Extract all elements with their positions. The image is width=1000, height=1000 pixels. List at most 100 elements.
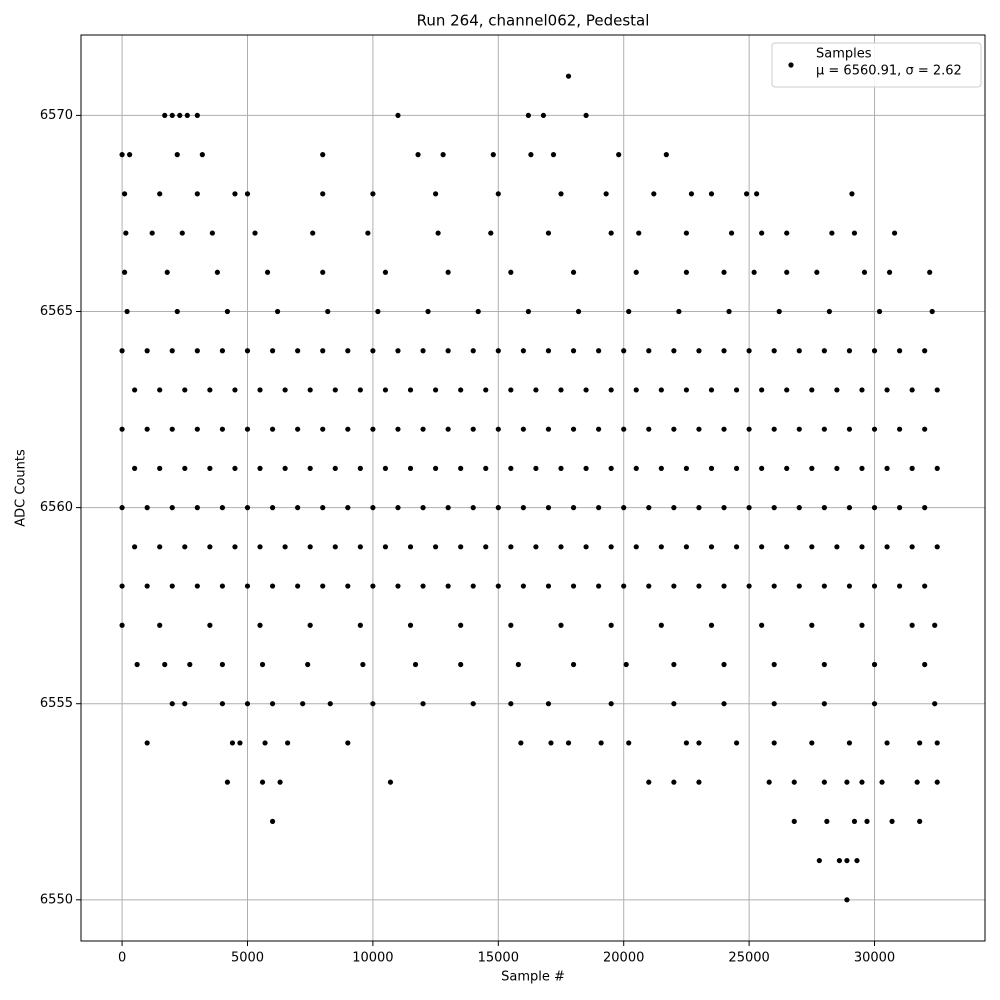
data-point [733,387,740,393]
data-point [633,269,639,275]
data-point [821,583,827,589]
data-point [545,505,552,511]
data-point [495,505,501,511]
data-point [432,387,439,393]
data-point [796,583,802,589]
data-point [886,269,893,275]
data-point [285,740,291,746]
data-point [861,269,868,275]
data-point [633,387,639,393]
data-point [596,505,602,511]
data-point [683,544,690,550]
data-point [708,465,715,471]
data-point [884,740,890,746]
data-point [871,701,878,707]
data-point [458,622,464,628]
data-point [508,387,514,393]
data-point [320,269,326,275]
data-point [508,622,514,628]
data-point [771,701,777,707]
data-point [470,505,476,511]
data-point [420,348,426,354]
data-point [277,779,283,785]
data-point [528,152,534,158]
data-point [671,348,677,354]
data-point [357,465,363,471]
data-point [259,661,266,668]
data-point [728,230,735,236]
data-point [127,152,133,158]
data-point [646,348,652,354]
data-point [533,387,539,393]
data-point [432,544,439,550]
data-point [295,583,301,589]
data-point [884,465,890,471]
data-point [545,701,552,707]
data-point [816,857,822,864]
data-point [696,426,702,432]
data-point [821,779,827,785]
data-point [307,544,313,550]
data-point [119,348,125,354]
data-point [796,348,802,354]
data-point [370,348,376,354]
data-point [269,348,276,354]
data-point [859,622,865,628]
data-point [616,152,622,158]
data-point [199,152,205,158]
data-point [219,701,226,707]
data-point [633,465,639,471]
data-point [759,387,765,393]
data-point [144,348,150,354]
data-point [407,387,414,393]
data-point [345,740,351,746]
legend-box [771,42,982,88]
data-point [851,818,858,824]
data-point [515,661,521,668]
data-point [746,426,752,432]
data-point [621,426,627,432]
data-point [533,544,539,550]
data-point [395,426,401,432]
data-point [829,230,835,236]
data-point [121,269,128,275]
data-point [683,269,690,275]
data-point [144,426,150,432]
data-point [295,505,301,511]
data-point [370,701,376,707]
data-point [570,505,577,511]
data-point [771,740,777,746]
data-point [307,622,313,628]
data-point [879,779,885,785]
data-point [224,779,231,785]
data-point [269,818,276,824]
data-point [518,740,524,746]
data-point [824,818,830,824]
data-point [821,505,827,511]
data-point [696,583,702,589]
data-point [791,779,797,785]
data-point [407,544,414,550]
data-point [646,505,652,511]
data-point [671,583,677,589]
data-point [187,661,193,668]
data-point [846,426,853,432]
data-point [470,348,476,354]
data-point [696,348,702,354]
data-point [565,740,572,746]
data-point [237,740,243,746]
data-point [184,112,190,119]
data-point [621,348,627,354]
x-tick-label: 5000 [231,951,264,966]
data-point [508,465,514,471]
data-point [412,661,419,668]
data-point [445,583,451,589]
data-point [525,112,531,119]
data-point [320,191,326,197]
data-point [332,544,338,550]
data-point [683,230,690,236]
data-point [809,740,815,746]
data-point [651,191,657,197]
x-axis-label: Sample # [501,970,565,985]
data-point [834,387,840,393]
